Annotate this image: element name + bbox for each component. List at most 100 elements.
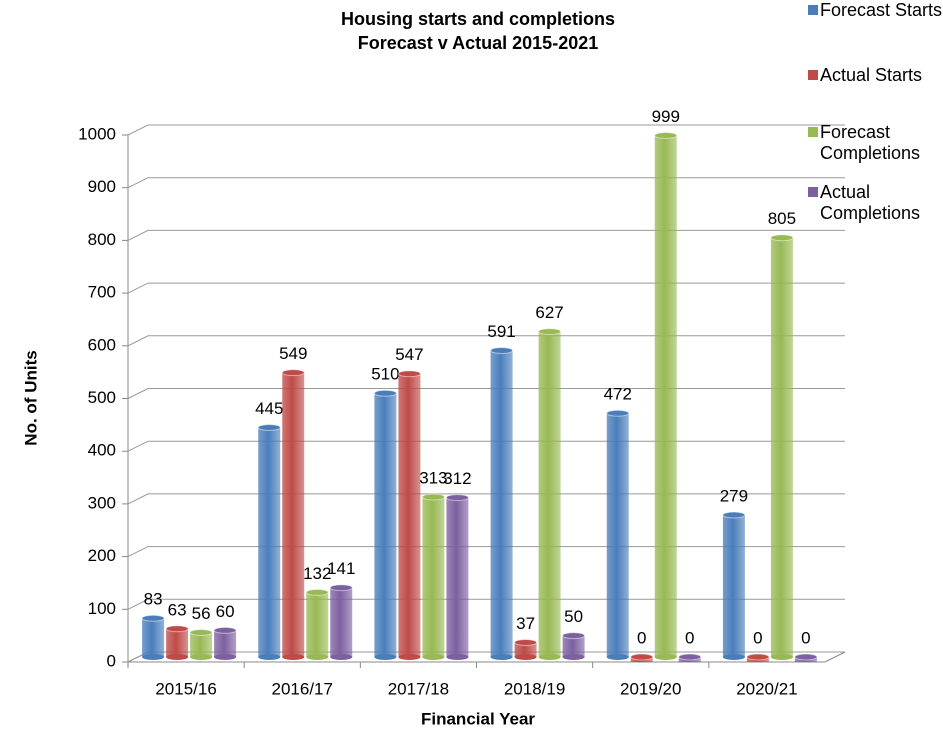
- value-label: 805: [768, 209, 796, 228]
- y-tick-label: 200: [88, 546, 116, 565]
- bar-top: [421, 493, 445, 501]
- value-label: 999: [652, 107, 680, 126]
- bar-top: [514, 639, 538, 647]
- bar: [258, 427, 281, 657]
- legend-swatch: [808, 5, 818, 15]
- bar-top: [257, 423, 281, 431]
- bar: [770, 237, 793, 657]
- value-label: 627: [535, 303, 563, 322]
- legend-item: Actual Starts: [808, 65, 943, 86]
- y-axis-label: No. of Units: [21, 350, 40, 445]
- value-label: 60: [216, 602, 235, 621]
- value-label: 313: [419, 469, 447, 488]
- bar-top: [538, 328, 562, 336]
- y-tick-label: 600: [88, 335, 116, 354]
- bar-bottom: [654, 654, 677, 660]
- legend-item: Actual Completions: [808, 182, 943, 224]
- bar-top: [490, 347, 514, 355]
- bar-top: [397, 370, 421, 378]
- x-tick-label: 2016/17: [272, 679, 333, 698]
- y-tick-label: 300: [88, 493, 116, 512]
- bar-bottom: [166, 654, 189, 660]
- bar-bottom: [142, 654, 165, 660]
- value-label: 312: [443, 469, 471, 488]
- value-label: 472: [604, 385, 632, 404]
- y-tick-label: 500: [88, 388, 116, 407]
- bar-top: [305, 588, 329, 596]
- bar-top: [373, 389, 397, 397]
- bar-bottom: [538, 654, 561, 660]
- bar-top: [213, 626, 237, 634]
- bar-bottom: [190, 654, 213, 660]
- bar-top: [562, 632, 586, 640]
- bar-bottom: [446, 654, 469, 660]
- legend-label: Actual Starts: [820, 65, 923, 85]
- x-tick-label: 2017/18: [388, 679, 449, 698]
- bar: [142, 618, 165, 657]
- grid-line: [127, 388, 845, 399]
- bar-bottom: [514, 654, 537, 660]
- bar-top: [794, 653, 818, 661]
- bar-bottom: [490, 654, 513, 660]
- bar-bottom: [282, 654, 305, 660]
- grid-line: [127, 335, 845, 347]
- legend-swatch: [808, 187, 818, 197]
- legend-label: Forecast Completions: [820, 122, 921, 163]
- bar: [330, 587, 353, 657]
- bar: [654, 135, 677, 658]
- grid-line: [127, 177, 845, 189]
- x-axis-label: Financial Year: [421, 709, 535, 728]
- value-label: 37: [516, 614, 535, 633]
- value-label: 445: [255, 399, 283, 418]
- bar: [282, 372, 305, 657]
- y-tick-label: 100: [88, 599, 116, 618]
- bar: [214, 630, 237, 657]
- bar-bottom: [258, 654, 281, 660]
- bar: [490, 350, 513, 657]
- y-tick-label: 800: [88, 230, 116, 249]
- x-tick-label: 2019/20: [620, 679, 681, 698]
- y-tick-label: 400: [88, 441, 116, 460]
- bar: [166, 628, 189, 657]
- grid-line: [127, 229, 845, 241]
- chart-subtitle: Forecast v Actual 2015-2021: [358, 33, 598, 53]
- bar-bottom: [422, 654, 445, 660]
- bar-bottom: [214, 654, 237, 660]
- bar-top: [189, 628, 213, 636]
- bar: [722, 514, 745, 657]
- bar-top: [329, 584, 353, 592]
- value-label: 132: [303, 564, 331, 583]
- bar-top: [165, 625, 189, 633]
- bar-top: [722, 511, 746, 519]
- bar: [374, 393, 397, 657]
- value-label: 0: [753, 628, 762, 647]
- bar-bottom: [770, 654, 793, 660]
- y-tick-label: 1000: [78, 124, 116, 143]
- bar-top: [445, 494, 469, 502]
- legend-swatch: [808, 127, 818, 137]
- bar-top: [141, 614, 165, 622]
- x-tick-label: 2020/21: [736, 679, 797, 698]
- chart-title: Housing starts and completions: [341, 9, 615, 29]
- value-label: 50: [564, 607, 583, 626]
- bar-top: [770, 234, 794, 242]
- bar-top: [630, 653, 654, 661]
- bar-top: [606, 409, 630, 417]
- bar-top: [678, 653, 702, 661]
- value-label: 510: [371, 365, 399, 384]
- value-label: 83: [144, 590, 163, 609]
- grid-line: [127, 124, 845, 136]
- y-tick-label: 0: [107, 651, 116, 670]
- bar: [606, 413, 629, 657]
- x-tick-label: 2015/16: [155, 679, 216, 698]
- value-label: 0: [685, 628, 694, 647]
- bar-bottom: [330, 654, 353, 660]
- bar: [538, 331, 561, 657]
- bar-top: [654, 132, 678, 140]
- bar-bottom: [398, 654, 421, 660]
- grid-line: [127, 440, 845, 452]
- bar-bottom: [722, 654, 745, 660]
- bar-bottom: [562, 654, 585, 660]
- bar-top: [746, 653, 770, 661]
- value-label: 63: [168, 600, 187, 619]
